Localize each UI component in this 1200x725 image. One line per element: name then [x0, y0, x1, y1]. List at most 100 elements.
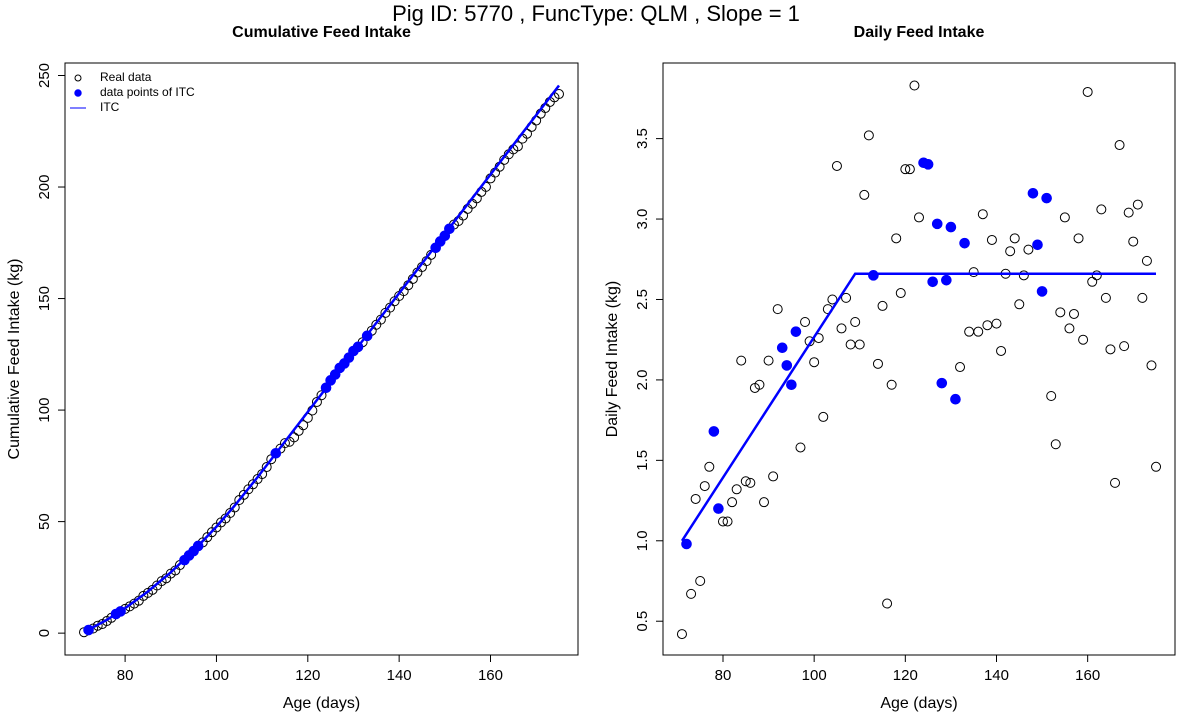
x-tick-label: 100 [204, 667, 229, 684]
y-tick-label: 100 [36, 398, 53, 423]
itc-data-point [1032, 239, 1043, 251]
real-data-point [1059, 212, 1070, 223]
itc-data-point [936, 377, 948, 389]
itc-data-point [945, 221, 957, 233]
real-data-point [1100, 292, 1111, 303]
y-axis-label: Daily Feed Intake (kg) [604, 281, 621, 438]
real-data-point [955, 362, 966, 373]
real-data-point [831, 160, 842, 171]
x-tick-label: 120 [295, 667, 320, 684]
itc-data-point [959, 237, 970, 249]
itc-data-point [950, 393, 961, 405]
real-data-point [727, 497, 738, 508]
real-data-point [991, 318, 1002, 329]
itc-data-point [1036, 286, 1048, 297]
x-tick-label: 160 [478, 667, 503, 684]
real-data-point [311, 396, 322, 407]
real-data-point [845, 339, 856, 350]
real-data-point [695, 576, 706, 586]
real-data-point [1050, 439, 1061, 450]
real-data-point [229, 502, 240, 513]
real-data-point [882, 598, 893, 609]
real-data-point [973, 326, 984, 337]
real-data-point [854, 339, 865, 350]
itc-data-point [922, 159, 934, 170]
panel: Cumulative Feed Intake Age (days) Cumulati… [6, 24, 579, 712]
y-tick-label: 1.5 [634, 450, 651, 471]
real-data-point [1146, 360, 1157, 371]
x-axis-label: Age (days) [880, 695, 957, 712]
real-data-point [1068, 308, 1079, 319]
real-data-point [909, 80, 920, 91]
real-data-point [279, 438, 290, 449]
real-data-point [900, 164, 911, 175]
itc-data-point [681, 538, 692, 550]
real-data-point [982, 320, 993, 331]
y-tick-label: 0.5 [634, 611, 651, 632]
figure-title: Pig ID: 5770 , FuncType: QLM , Slope = 1 [392, 1, 800, 26]
real-data-point [722, 516, 733, 527]
real-data-point [1123, 207, 1134, 218]
real-data-point [763, 355, 774, 366]
y-tick-label: 50 [36, 513, 53, 530]
real-data-point [809, 357, 820, 368]
real-data-point [699, 481, 710, 492]
real-data-point [690, 493, 701, 504]
panel-title: Daily Feed Intake [854, 24, 985, 41]
real-data-point [859, 189, 870, 200]
real-data-point [754, 379, 765, 390]
y-tick-label: 3.0 [634, 209, 651, 230]
real-data-point [1005, 246, 1016, 257]
itc-data-point [790, 326, 802, 337]
itc-data-point [786, 379, 797, 391]
x-axis-label: Age (days) [283, 695, 360, 712]
real-data-point [977, 209, 988, 220]
itc-data-point [1027, 188, 1039, 199]
plot-frame [64, 62, 579, 656]
itc-line [680, 272, 1156, 542]
y-tick-label: 2.0 [634, 369, 651, 390]
real-data-point [1078, 334, 1089, 345]
real-data-point [914, 212, 924, 223]
real-data-point [92, 620, 103, 631]
real-data-point [759, 497, 770, 508]
real-data-point [1110, 477, 1121, 488]
itc-data-point [708, 426, 720, 437]
real-data-point [554, 89, 564, 100]
real-data-point [1114, 140, 1125, 151]
real-data-point [996, 345, 1007, 356]
panel: Daily Feed Intake Age (days) Daily Feed In… [604, 24, 1176, 712]
real-data-point [836, 323, 847, 334]
plot-frame [662, 62, 1176, 656]
real-data-point [772, 304, 783, 315]
real-data-point [872, 358, 883, 369]
real-data-point [316, 390, 327, 401]
y-tick-label: 3.5 [634, 128, 651, 149]
itc-line [83, 84, 560, 634]
real-data-point [895, 288, 906, 299]
x-tick-label: 80 [117, 667, 134, 684]
real-data-point [745, 477, 756, 488]
real-data-point [740, 476, 751, 487]
itc-data-point [776, 342, 788, 354]
real-data-point [877, 300, 888, 311]
y-tick-label: 150 [36, 286, 53, 311]
real-data-point [1096, 204, 1107, 215]
y-tick-label: 1.0 [634, 530, 651, 551]
real-data-point [261, 462, 272, 473]
real-data-point [964, 326, 975, 337]
itc-data-point [1041, 192, 1052, 204]
real-data-point [1132, 199, 1143, 210]
real-data-point [891, 233, 902, 244]
real-data-point [795, 442, 806, 453]
real-data-point [818, 411, 829, 422]
real-data-point [676, 629, 687, 640]
real-data-point [686, 588, 697, 599]
real-data-point [904, 164, 915, 175]
real-data-point [1128, 236, 1139, 247]
legend-label: ITC [100, 100, 120, 114]
itc-data-point [941, 274, 952, 286]
x-tick-label: 100 [802, 667, 827, 684]
y-tick-label: 2.5 [634, 289, 651, 310]
real-data-point [850, 317, 861, 327]
